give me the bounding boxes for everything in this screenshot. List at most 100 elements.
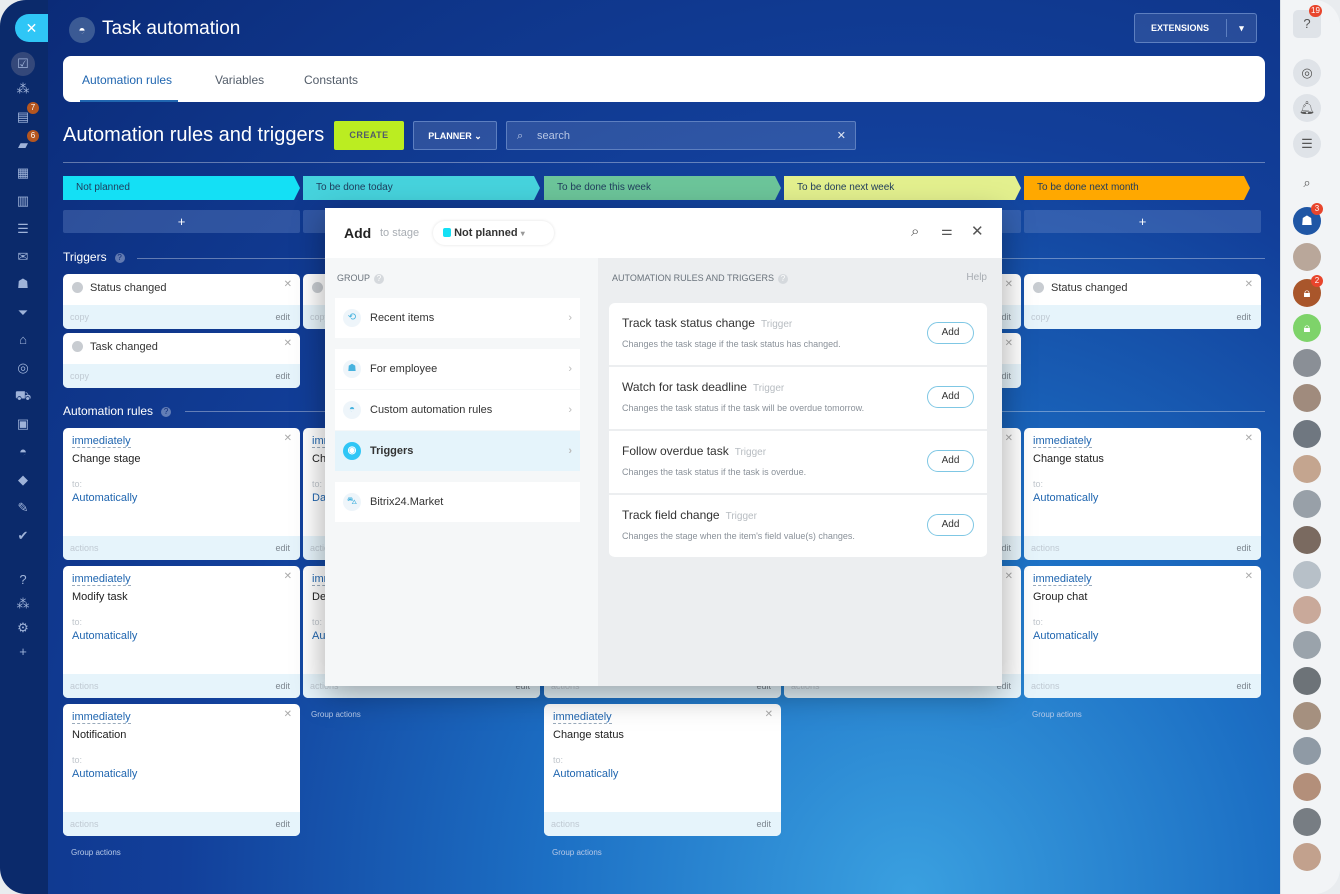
edit-link[interactable]: edit [756, 681, 771, 691]
avatar[interactable] [1293, 666, 1321, 695]
rule-card[interactable]: immediately Group chat to: Automatically ✕ ac… [1024, 566, 1261, 698]
avatar[interactable] [1293, 349, 1321, 377]
group-actions-link[interactable]: Group actions [1032, 710, 1082, 719]
target-icon[interactable]: ◎ [17, 360, 29, 375]
mail-icon[interactable]: ✉ [17, 249, 29, 264]
structure-icon[interactable]: ⁂ [16, 596, 30, 611]
delete-icon[interactable]: ✕ [1244, 433, 1253, 444]
delete-icon[interactable]: ✕ [764, 709, 773, 720]
inbox-icon[interactable]: ▤ 7 [14, 102, 39, 126]
employees-icon[interactable]: ☗ [17, 276, 29, 291]
contact-icon[interactable]: ▣ [16, 416, 30, 431]
rule-card[interactable]: immediately Change status to: Automatically… [544, 704, 781, 836]
help-icon[interactable]: ? [19, 572, 27, 587]
stage-header[interactable]: To be done this week [544, 176, 781, 200]
delay-link[interactable]: immediately [72, 711, 131, 724]
stage-selector[interactable]: Not planned ▾ [433, 221, 554, 245]
stage-header[interactable]: To be done next week [784, 176, 1021, 200]
add-stage-item-button[interactable]: + [1024, 210, 1261, 233]
lock-chat-icon[interactable]: 🔒︎ 2 [1293, 275, 1323, 307]
stage-header[interactable]: To be done today [303, 176, 540, 200]
document-icon[interactable]: ▥ [16, 193, 30, 208]
trigger-card[interactable]: Status changed ✕ copy edit [63, 274, 300, 329]
tab-constants[interactable]: Constants [304, 73, 359, 87]
copy-link[interactable]: copy [310, 312, 330, 322]
check-icon[interactable]: ✔ [17, 528, 29, 543]
add-button[interactable]: Add [927, 450, 974, 472]
edit-link[interactable]: edit [996, 543, 1011, 553]
copy-link[interactable]: copy [70, 312, 90, 322]
delete-icon[interactable]: ✕ [1004, 338, 1013, 349]
edit-link[interactable]: edit [1236, 312, 1251, 322]
edit-link[interactable]: edit [756, 819, 771, 829]
avatar[interactable] [1293, 631, 1321, 660]
avatar[interactable] [1293, 596, 1321, 625]
add-button[interactable]: Add [927, 322, 974, 344]
target-link[interactable]: Automatically [553, 768, 619, 780]
edit-link[interactable]: edit [996, 681, 1011, 691]
avatar[interactable] [1293, 490, 1321, 519]
delete-icon[interactable]: ✕ [1244, 279, 1253, 290]
edit-link[interactable]: edit [996, 371, 1011, 381]
tab-automation-rules[interactable]: Automation rules [82, 73, 173, 87]
add-stage-item-button[interactable]: + [63, 210, 300, 233]
copy-link[interactable]: copy [1031, 312, 1051, 322]
tasks-icon[interactable]: ☑ [11, 52, 35, 76]
target-link[interactable]: Da [312, 492, 327, 504]
edit-link[interactable]: edit [275, 312, 290, 322]
filter-icon[interactable]: ⏷ [17, 305, 29, 320]
group-actions-link[interactable]: Group actions [552, 848, 602, 857]
rule-card[interactable]: immediately Change status to: Automatically… [1024, 428, 1261, 560]
create-button[interactable]: CREATE [334, 121, 404, 150]
chat-icon[interactable]: ▰ 6 [14, 130, 39, 154]
delay-link[interactable]: immediately [553, 711, 612, 724]
target-link[interactable]: Automatically [1033, 630, 1099, 642]
edit-link[interactable]: edit [275, 371, 290, 381]
target-link[interactable]: Automatically [72, 630, 138, 642]
delete-icon[interactable]: ✕ [283, 433, 292, 444]
plus-icon[interactable]: + [19, 644, 27, 659]
trigger-card[interactable]: Task changed ✕ copy edit [63, 333, 300, 388]
delete-icon[interactable]: ✕ [1244, 571, 1253, 582]
settings-icon[interactable]: ⚙ [17, 620, 29, 635]
group-item-recent-items[interactable]: ⟲ Recent items › [335, 298, 580, 338]
group-item-triggers[interactable]: ◉ Triggers › [335, 431, 580, 471]
search-input[interactable]: ⌕ search ✕ [506, 121, 856, 150]
avatar[interactable] [1293, 243, 1321, 271]
edit-link[interactable]: edit [1236, 543, 1251, 553]
avatar[interactable] [1293, 843, 1321, 872]
add-button[interactable]: Add [927, 386, 974, 408]
add-button[interactable]: Add [927, 514, 974, 536]
target-link[interactable]: Automatically [1033, 492, 1099, 504]
planner-button[interactable]: PLANNER ⌄ [413, 121, 497, 150]
group-item-for-employee[interactable]: ☗ For employee › [335, 349, 580, 389]
stage-header[interactable]: Not planned [63, 176, 300, 200]
bell-icon[interactable]: 🔔︎ [1293, 94, 1321, 122]
close-icon[interactable]: ✕ [971, 223, 984, 240]
rule-card[interactable]: immediately Notification to: Automatically ✕… [63, 704, 300, 836]
avatar[interactable] [1293, 737, 1321, 766]
delete-icon[interactable]: ✕ [283, 338, 292, 349]
avatar[interactable] [1293, 772, 1321, 801]
rule-card[interactable]: immediately Modify task to: Automatically ✕ a… [63, 566, 300, 698]
clear-icon[interactable]: ✕ [836, 130, 846, 142]
sign-icon[interactable]: ✎ [17, 500, 29, 515]
avatar[interactable] [1293, 384, 1321, 413]
messages-icon[interactable]: ☰ [1293, 130, 1321, 158]
group-actions-link[interactable]: Group actions [311, 710, 361, 719]
filter-settings-icon[interactable]: ⚌ [941, 223, 953, 238]
edit-link[interactable]: edit [275, 819, 290, 829]
edit-link[interactable]: edit [515, 681, 530, 691]
edit-link[interactable]: edit [275, 543, 290, 553]
calendar-icon[interactable]: ▦ [16, 165, 30, 180]
edit-link[interactable]: edit [996, 312, 1011, 322]
delete-icon[interactable]: ✕ [1004, 279, 1013, 290]
close-button[interactable]: ✕ [15, 14, 48, 42]
avatar[interactable] [1293, 807, 1321, 836]
robot-icon[interactable]: ◓ [19, 444, 27, 459]
group-chat-icon[interactable]: ☗ 3 [1293, 203, 1323, 235]
help-icon[interactable]: ? [114, 252, 125, 263]
cart-icon[interactable]: ⛟ [14, 388, 32, 403]
lock-chat-icon[interactable]: 🔒︎ [1293, 314, 1321, 342]
delete-icon[interactable]: ✕ [283, 709, 292, 720]
